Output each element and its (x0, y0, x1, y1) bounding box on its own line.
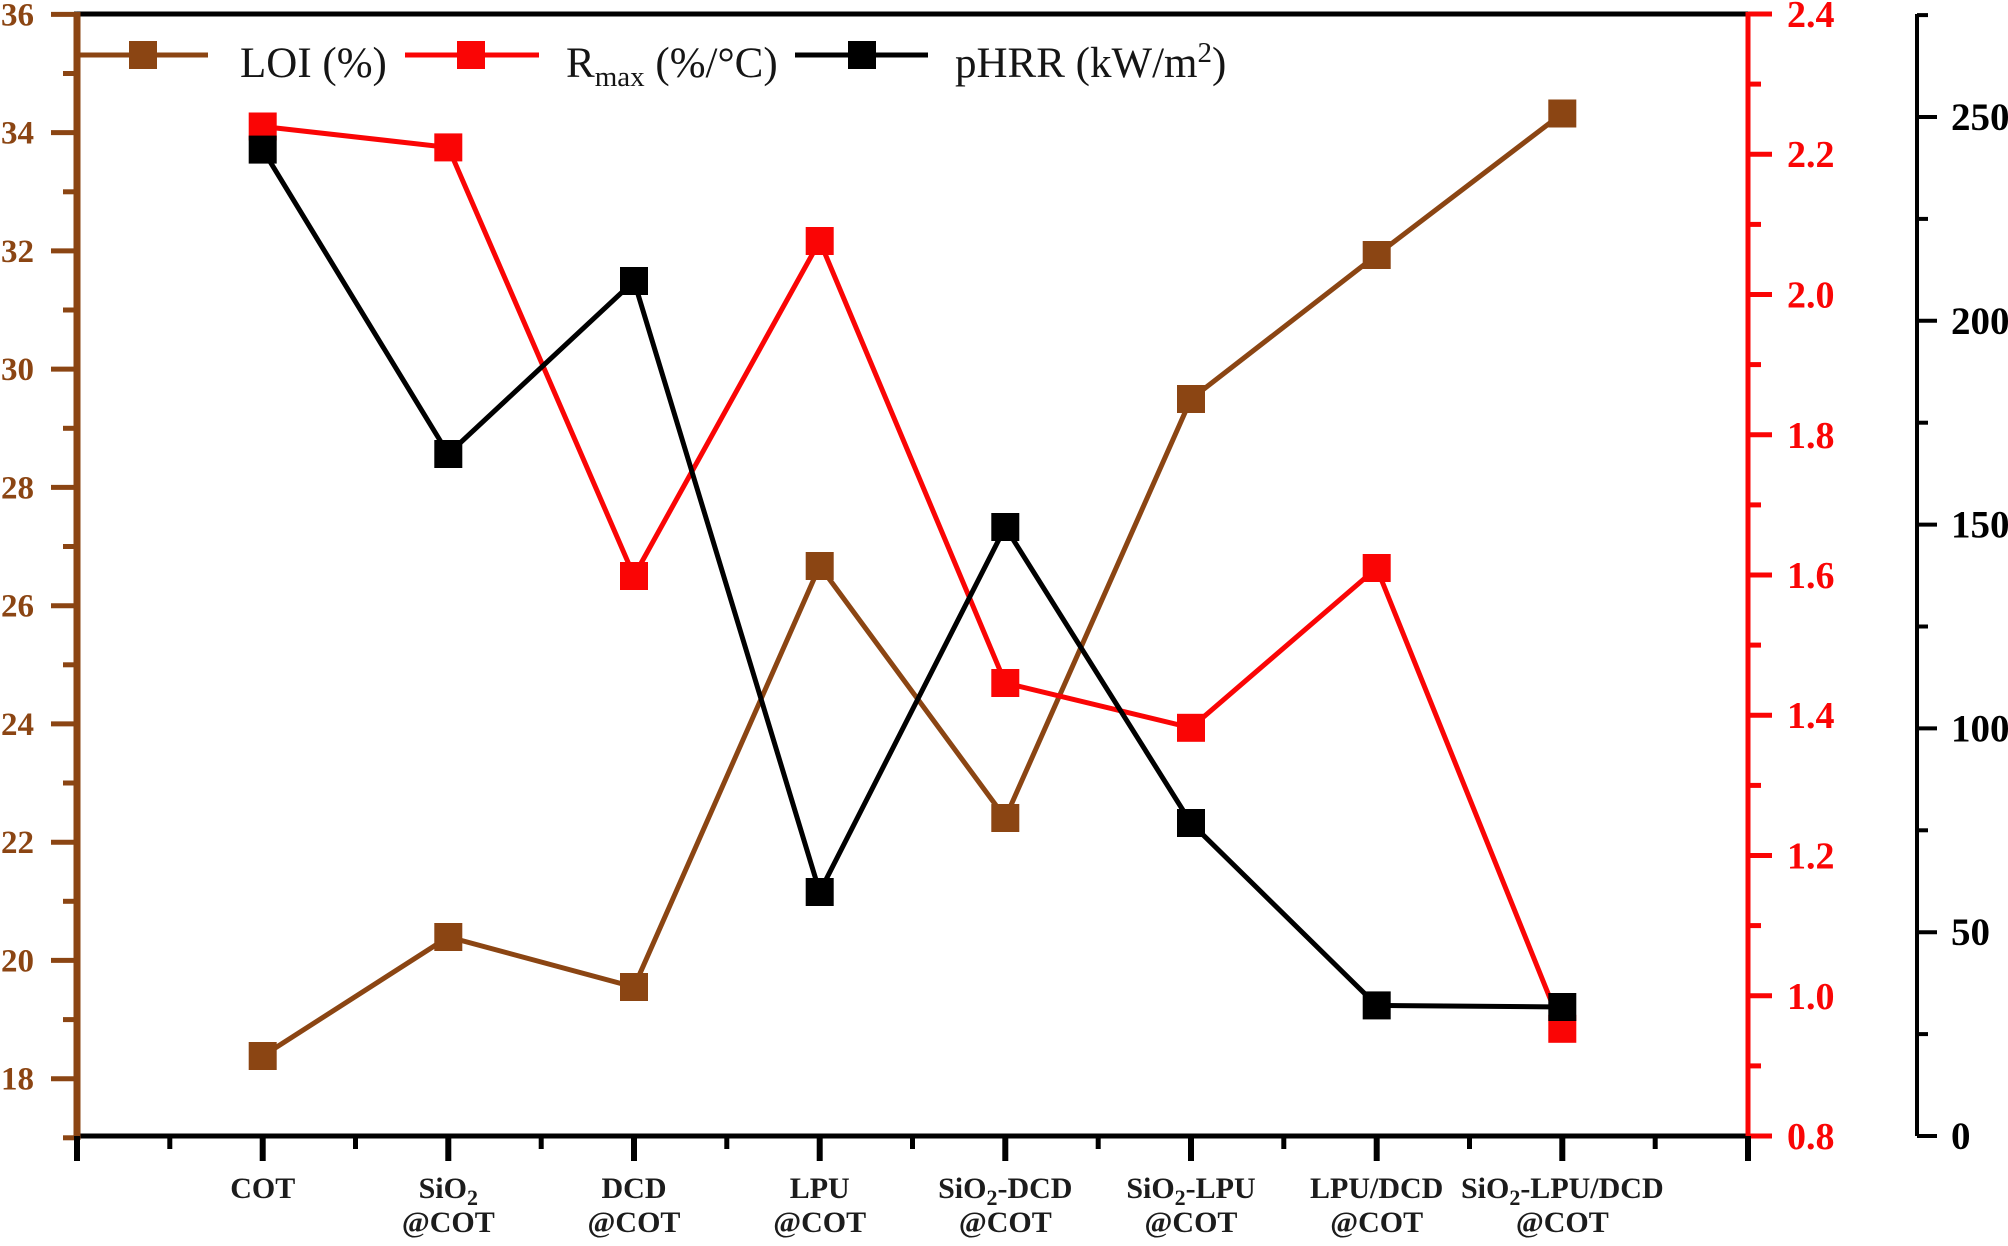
svg-text:1.0: 1.0 (1787, 976, 1835, 1018)
svg-text:@COT: @COT (959, 1206, 1052, 1239)
svg-text:2.0: 2.0 (1787, 275, 1835, 317)
svg-text:1.6: 1.6 (1787, 555, 1835, 597)
svg-text:26: 26 (1, 589, 34, 625)
svg-text:50: 50 (1951, 911, 1990, 954)
svg-text:36: 36 (1, 0, 34, 33)
svg-text:@COT: @COT (1330, 1206, 1423, 1239)
svg-text:SiO2-LPU/DCD: SiO2-LPU/DCD (1461, 1172, 1664, 1210)
svg-text:150: 150 (1951, 504, 2008, 547)
svg-text:24: 24 (1, 707, 34, 743)
svg-text:20: 20 (1, 943, 34, 979)
svg-text:0: 0 (1951, 1115, 1971, 1158)
svg-text:@COT: @COT (588, 1206, 681, 1239)
svg-text:COT: COT (230, 1172, 295, 1205)
svg-text:22: 22 (1, 825, 34, 861)
svg-text:30: 30 (1, 352, 34, 388)
svg-text:32: 32 (1, 234, 34, 270)
svg-text:SiO2-DCD: SiO2-DCD (938, 1172, 1072, 1210)
svg-text:@COT: @COT (1516, 1206, 1609, 1239)
svg-text:@COT: @COT (773, 1206, 866, 1239)
svg-text:34: 34 (1, 116, 34, 152)
svg-text:1.8: 1.8 (1787, 415, 1835, 457)
svg-text:200: 200 (1951, 300, 2008, 343)
svg-text:1.4: 1.4 (1787, 695, 1835, 737)
svg-text:LPU: LPU (790, 1172, 850, 1205)
svg-text:0.8: 0.8 (1787, 1116, 1835, 1158)
svg-text:LOI (%): LOI (%) (240, 40, 387, 87)
svg-text:2.2: 2.2 (1787, 134, 1835, 176)
svg-text:pHRR (kW/m2): pHRR (kW/m2) (955, 37, 1226, 87)
svg-text:@COT: @COT (402, 1206, 495, 1239)
svg-text:100: 100 (1951, 707, 2008, 750)
svg-text:DCD: DCD (602, 1172, 667, 1205)
svg-text:28: 28 (1, 470, 34, 506)
svg-text:18: 18 (1, 1062, 34, 1098)
svg-text:@COT: @COT (1145, 1206, 1238, 1239)
svg-text:2.4: 2.4 (1787, 0, 1835, 36)
svg-text:1.2: 1.2 (1787, 836, 1835, 878)
svg-text:SiO2-LPU: SiO2-LPU (1126, 1172, 1255, 1210)
svg-text:LPU/DCD: LPU/DCD (1310, 1172, 1443, 1205)
svg-text:250: 250 (1951, 96, 2008, 139)
